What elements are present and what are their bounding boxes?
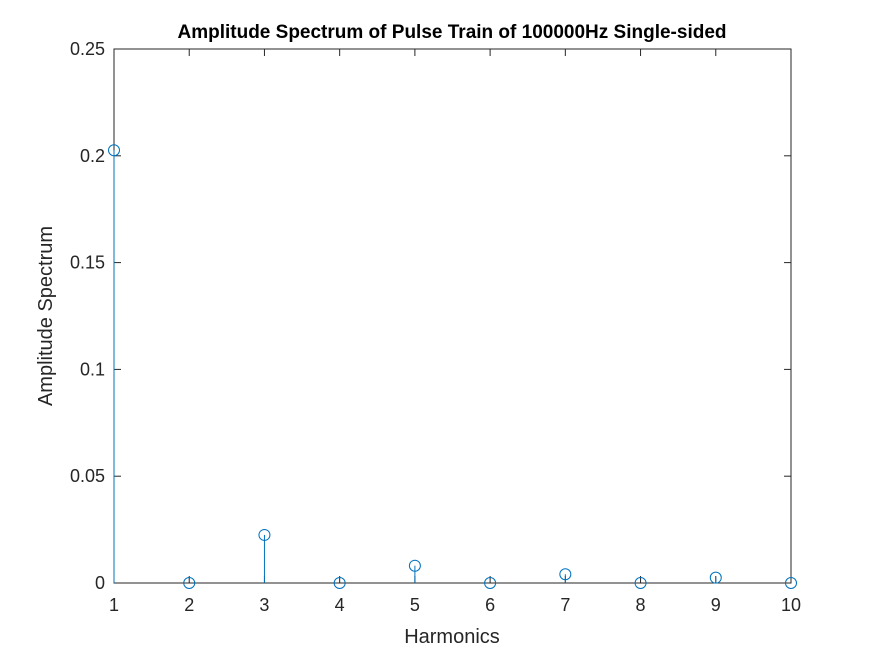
x-tick-label: 2 — [184, 595, 194, 615]
stem-marker — [709, 571, 722, 584]
y-tick-label: 0.2 — [80, 146, 105, 166]
axes-box — [113, 48, 792, 584]
x-tick-label: 5 — [410, 595, 420, 615]
x-tick-label: 1 — [109, 595, 119, 615]
y-axis-label: Amplitude Spectrum — [35, 226, 57, 406]
stem-marker — [108, 144, 120, 157]
stem-series — [108, 144, 797, 589]
y-tick-label: 0.05 — [70, 466, 105, 486]
stem-marker — [333, 577, 346, 589]
x-tick-label: 10 — [781, 595, 801, 615]
y-tick-label: 0 — [95, 573, 105, 593]
chart-title: Amplitude Spectrum of Pulse Train of 100… — [177, 22, 726, 43]
stem-marker — [559, 568, 572, 581]
x-tick-label: 9 — [711, 595, 721, 615]
y-tick-label: 0.15 — [70, 253, 105, 273]
x-axis-label: Harmonics — [404, 626, 500, 648]
y-axis-ticks: 0 0.05 0.1 0.15 0.2 0.25 — [70, 39, 791, 593]
y-tick-label: 0.1 — [80, 359, 105, 379]
stem-marker — [484, 577, 497, 589]
x-tick-label: 8 — [636, 595, 646, 615]
x-axis-ticks: 1 2 3 4 5 6 7 8 9 10 — [109, 49, 801, 615]
stem-marker — [785, 577, 797, 589]
stem-marker — [634, 577, 647, 589]
stem-marker — [258, 528, 271, 541]
stem-marker — [183, 577, 196, 589]
stem-marker — [408, 559, 421, 572]
y-tick-label: 0.25 — [70, 39, 105, 59]
x-tick-label: 4 — [335, 595, 345, 615]
x-tick-label: 6 — [485, 595, 495, 615]
x-tick-label: 7 — [560, 595, 570, 615]
x-tick-label: 3 — [259, 595, 269, 615]
